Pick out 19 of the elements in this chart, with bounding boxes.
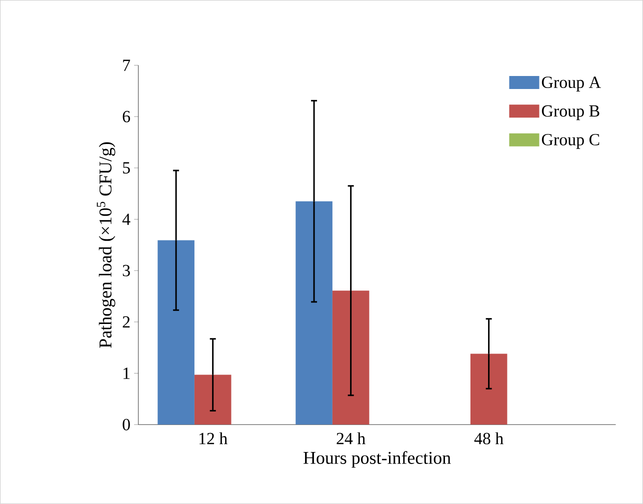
x-tick-label: 24 h	[336, 432, 366, 444]
y-tick-label: 6	[122, 110, 130, 122]
y-tick-label: 4	[122, 214, 130, 225]
y-tick-label: 1	[124, 368, 130, 379]
bar	[296, 201, 332, 425]
y-tick-label: 0	[122, 418, 130, 430]
y-tick-label: 2	[122, 316, 130, 328]
legend-label: Group A	[542, 76, 601, 92]
y-tick-label: 5	[123, 162, 130, 174]
x-tick-label: 48 h	[474, 432, 504, 444]
y-tick-label: 3	[122, 264, 130, 276]
bar	[470, 354, 508, 425]
legend-label: Group C	[542, 134, 600, 149]
y-axis-title: Pathogen load (×10$^{5}$ CFU/g)	[96, 142, 116, 348]
legend-label: Group B	[542, 105, 600, 120]
x-tick-label: 12 h	[200, 432, 228, 444]
y-tick-label: 7	[123, 60, 130, 71]
x-axis-title: Hours post-infection	[304, 451, 451, 468]
bar	[158, 240, 194, 425]
